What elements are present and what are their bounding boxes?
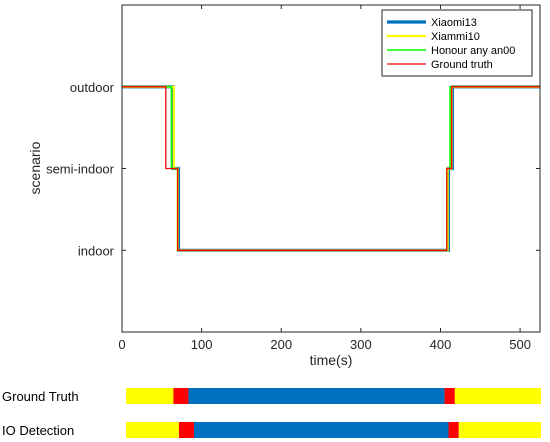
legend-entry-0: Xiaomi13 xyxy=(431,17,477,29)
legend: Xiaomi13 Xiammi10 Honour any an00 Ground tr… xyxy=(381,9,533,77)
legend-entry-2: Honour any an00 xyxy=(431,45,515,57)
legend-entry-1: Xiammi10 xyxy=(431,31,480,43)
y-tick-label: indoor xyxy=(78,243,115,258)
x-tick-label: 0 xyxy=(118,337,125,352)
y-tick-label: semi-indoor xyxy=(46,162,115,177)
timeline-segment-1-1 xyxy=(178,422,194,438)
x-axis-label: time(s) xyxy=(310,352,353,368)
x-tick-label: 100 xyxy=(191,337,213,352)
x-tick-label: 300 xyxy=(350,337,372,352)
timeline-row-label-0: Ground Truth xyxy=(2,389,79,404)
timeline-segment-1-2 xyxy=(193,422,449,438)
timeline-segment-1-4 xyxy=(458,422,541,438)
timeline-segment-0-1 xyxy=(173,388,189,404)
x-tick-label: 400 xyxy=(430,337,452,352)
y-axis-label: scenario xyxy=(27,141,43,194)
x-tick-label: 200 xyxy=(270,337,292,352)
timeline-segment-0-4 xyxy=(454,388,541,404)
plot-frame xyxy=(121,4,541,333)
timeline-segment-1-0 xyxy=(126,422,179,438)
timeline-segment-0-0 xyxy=(126,388,174,404)
series-line-3 xyxy=(122,86,540,251)
timeline-bars: Ground Truth IO Detection xyxy=(2,388,541,438)
timeline-row-label-1: IO Detection xyxy=(2,423,74,438)
legend-entry-3: Ground truth xyxy=(431,59,493,71)
timeline-segment-0-3 xyxy=(444,388,455,404)
timeline-segment-0-2 xyxy=(188,388,445,404)
x-tick-label: 500 xyxy=(509,337,531,352)
y-tick-label: outdoor xyxy=(70,80,115,95)
timeline-segment-1-3 xyxy=(448,422,459,438)
